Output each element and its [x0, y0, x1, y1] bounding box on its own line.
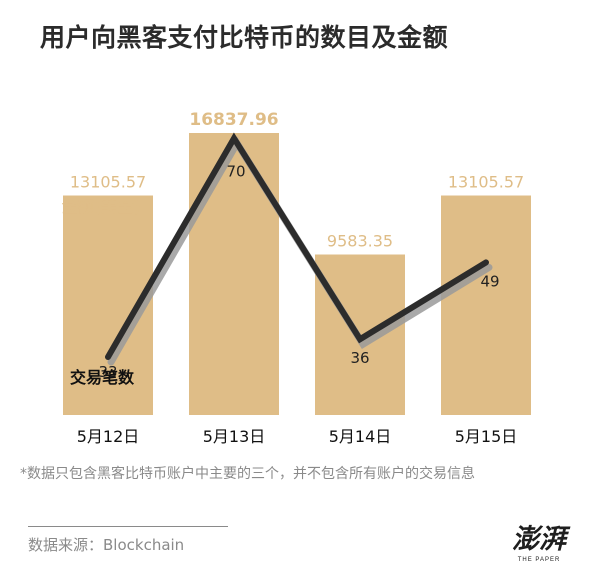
- footnote: *数据只包含黑客比特币账户中主要的三个，并不包含所有账户的交易信息: [20, 466, 475, 482]
- x-tick-2: 5月13日: [203, 427, 266, 446]
- count-label-2: 70: [226, 162, 245, 180]
- the-paper-logo: 澎湃 THE PAPER: [512, 524, 571, 563]
- amount-label-3: 9583.35: [327, 231, 393, 250]
- chart-title: 用户向黑客支付比特币的数目及金额: [40, 23, 449, 52]
- source-note: 数据来源：Blockchain: [28, 536, 185, 554]
- divider: [28, 526, 228, 527]
- legend-count: 交易笔数: [70, 368, 135, 387]
- amount-label-4: 13105.57: [448, 173, 524, 192]
- x-tick-1: 5月12日: [77, 427, 140, 446]
- amount-label-1: 13105.57: [70, 173, 146, 192]
- x-tick-4: 5月15日: [455, 427, 518, 446]
- bar-4: [441, 195, 531, 415]
- count-label-3: 36: [350, 349, 369, 367]
- count-line: [105, 132, 489, 360]
- x-tick-3: 5月14日: [329, 427, 392, 446]
- legend-amount: 金额(美金): [61, 197, 141, 216]
- svg-text:THE PAPER: THE PAPER: [518, 557, 561, 563]
- line-layer: [105, 132, 493, 366]
- bar-line-chart: 13105.57 5月12日 16837.96 5月13日 9583.35 5月14日 13…: [61, 110, 531, 446]
- labels-layer: 13105.57 5月12日 16837.96 5月13日 9583.35 5月14日 13…: [70, 110, 524, 446]
- amount-label-2: 16837.96: [189, 110, 278, 130]
- svg-text:澎湃: 澎湃: [512, 524, 571, 555]
- count-label-1: 33: [98, 363, 117, 381]
- count-label-4: 49: [480, 272, 499, 290]
